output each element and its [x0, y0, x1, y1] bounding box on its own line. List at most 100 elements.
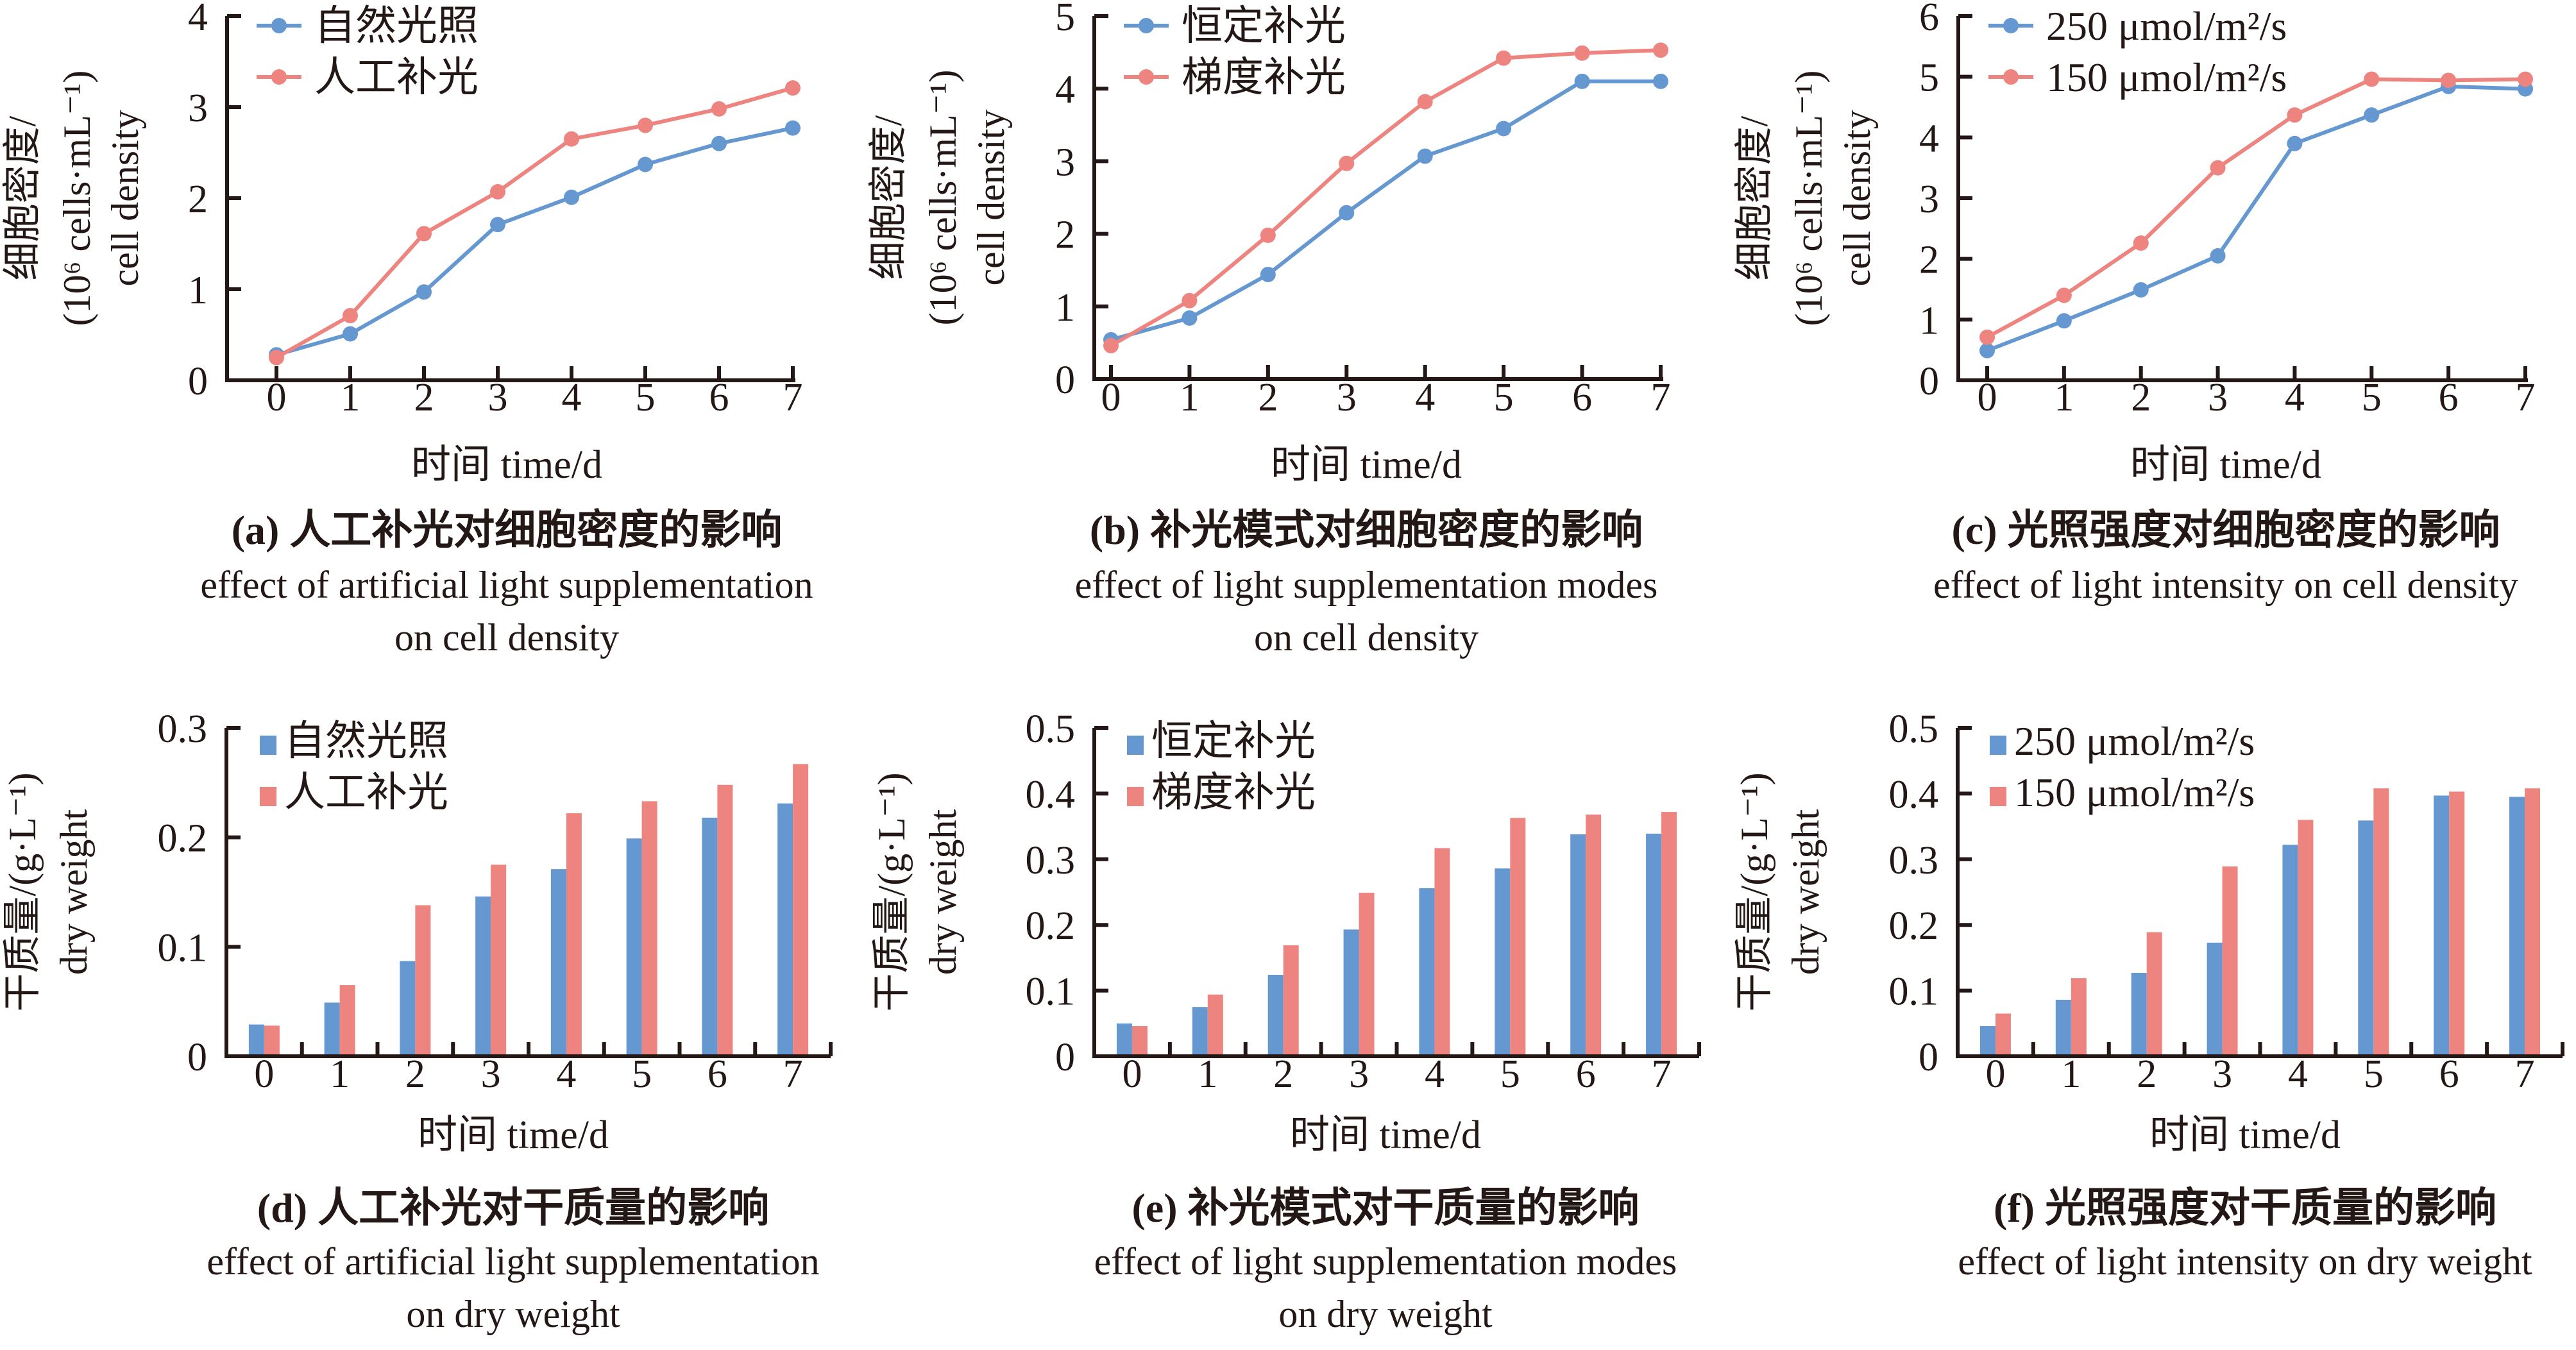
x-tick-label: 4 — [562, 376, 582, 419]
data-point — [1574, 45, 1590, 61]
x-tick-label: 6 — [709, 376, 729, 419]
data-point — [1417, 94, 1433, 110]
data-point — [2441, 72, 2457, 89]
data-point — [2364, 107, 2380, 123]
x-tick-label: 1 — [2061, 1052, 2081, 1096]
legend-swatch-icon — [1127, 787, 1144, 806]
y-tick-label: 0 — [1919, 360, 1939, 403]
bar — [475, 896, 491, 1054]
bar — [2222, 866, 2238, 1054]
legend-swatch-icon — [1990, 787, 2006, 806]
legend-marker-icon — [2003, 18, 2019, 33]
x-tick-label: 3 — [481, 1052, 501, 1096]
y-tick-label: 0.3 — [158, 707, 208, 751]
bar — [2373, 788, 2389, 1054]
bar — [2055, 999, 2071, 1054]
data-point — [638, 156, 653, 173]
legend-swatch-icon — [260, 787, 276, 806]
bar — [566, 813, 582, 1054]
y-tick-label: 2 — [188, 178, 208, 221]
x-tick-label: 4 — [2285, 376, 2305, 419]
legend-swatch-icon — [1127, 736, 1144, 755]
y-tick-label: 0.5 — [1026, 707, 1076, 751]
bar — [1434, 848, 1450, 1054]
x-axis-title: 时间 time/d — [411, 443, 602, 487]
y-axis-title: dry weight — [922, 809, 964, 975]
x-axis-title: 时间 time/d — [2149, 1113, 2341, 1157]
data-point — [1653, 42, 1668, 58]
panel-caption-english: effect of light supplementation modes — [1094, 1240, 1677, 1283]
data-point — [1417, 148, 1433, 164]
y-tick-label: 0.3 — [1889, 839, 1939, 882]
panel-caption: (b) 补光模式对细胞密度的影响 — [1090, 507, 1643, 553]
bar — [2358, 820, 2374, 1054]
x-tick-label: 7 — [2515, 1052, 2535, 1096]
legend-label: 自然光照 — [314, 3, 479, 49]
x-axis-title: 时间 time/d — [2130, 443, 2321, 487]
x-tick-label: 5 — [2364, 1052, 2384, 1096]
y-axis-title: (10⁶ cells·mL⁻¹) — [56, 71, 98, 326]
y-tick-label: 3 — [1919, 178, 1939, 221]
legend-label: 人工补光 — [314, 55, 479, 100]
x-tick-label: 7 — [783, 1052, 803, 1096]
legend-swatch-icon — [1990, 736, 2006, 755]
data-point — [416, 226, 432, 242]
x-tick-label: 3 — [1337, 376, 1357, 419]
data-point — [711, 135, 727, 151]
data-point — [2210, 160, 2226, 176]
series-line-1 — [1110, 79, 1661, 342]
y-tick-label: 0.2 — [158, 817, 208, 861]
series-line-2 — [275, 86, 793, 360]
data-point — [564, 189, 579, 205]
x-tick-label: 6 — [708, 1052, 727, 1096]
bar — [1979, 1025, 1996, 1054]
data-point — [269, 350, 284, 366]
y-tick-label: 0.1 — [1026, 970, 1076, 1014]
data-point — [490, 217, 505, 233]
bar — [1419, 888, 1435, 1054]
legend-label: 250 μmol/m²/s — [2014, 718, 2255, 764]
bar — [1192, 1007, 1208, 1054]
data-point — [1339, 155, 1355, 171]
panel-caption: (d) 人工补光对干质量的影响 — [257, 1185, 769, 1231]
x-tick-label: 0 — [1978, 376, 1997, 419]
y-axis-title: dry weight — [1784, 809, 1827, 975]
bar — [400, 961, 416, 1054]
data-point — [564, 131, 579, 147]
legend-marker-icon — [1139, 69, 1154, 85]
data-point — [785, 120, 801, 136]
panel-caption: (f) 光照强度对干质量的影响 — [1994, 1185, 2496, 1231]
x-tick-label: 3 — [2212, 1052, 2232, 1096]
data-point — [638, 117, 653, 133]
data-point — [2056, 313, 2072, 329]
x-tick-label: 2 — [1258, 376, 1278, 419]
data-point — [2364, 71, 2380, 87]
x-tick-label: 5 — [632, 1052, 652, 1096]
bar — [2449, 791, 2465, 1054]
panel-caption-english: effect of light supplementation modes — [1075, 564, 1658, 606]
y-tick-label: 3 — [188, 87, 208, 130]
data-point — [1182, 310, 1198, 326]
y-tick-label: 4 — [1055, 68, 1075, 112]
y-tick-label: 4 — [188, 0, 208, 39]
data-point — [1979, 329, 1995, 345]
panel-caption-english: effect of artificial light supplementati… — [207, 1240, 819, 1283]
bar — [793, 764, 809, 1054]
x-tick-label: 6 — [1576, 1052, 1596, 1096]
bar — [2525, 788, 2541, 1054]
x-tick-label: 5 — [1494, 376, 1514, 419]
bar — [626, 838, 642, 1054]
bar — [1131, 1025, 1148, 1054]
bar — [339, 985, 355, 1054]
bar — [2434, 795, 2450, 1054]
y-axis-title: 细胞密度/ — [867, 115, 910, 280]
y-tick-label: 2 — [1055, 214, 1075, 257]
x-axis-title: 时间 time/d — [418, 1113, 609, 1157]
y-tick-label: 0.2 — [1026, 904, 1076, 948]
y-axis-title: 细胞密度/ — [1, 115, 44, 280]
data-point — [2133, 282, 2149, 298]
bar — [1570, 834, 1586, 1054]
data-point — [343, 308, 358, 324]
